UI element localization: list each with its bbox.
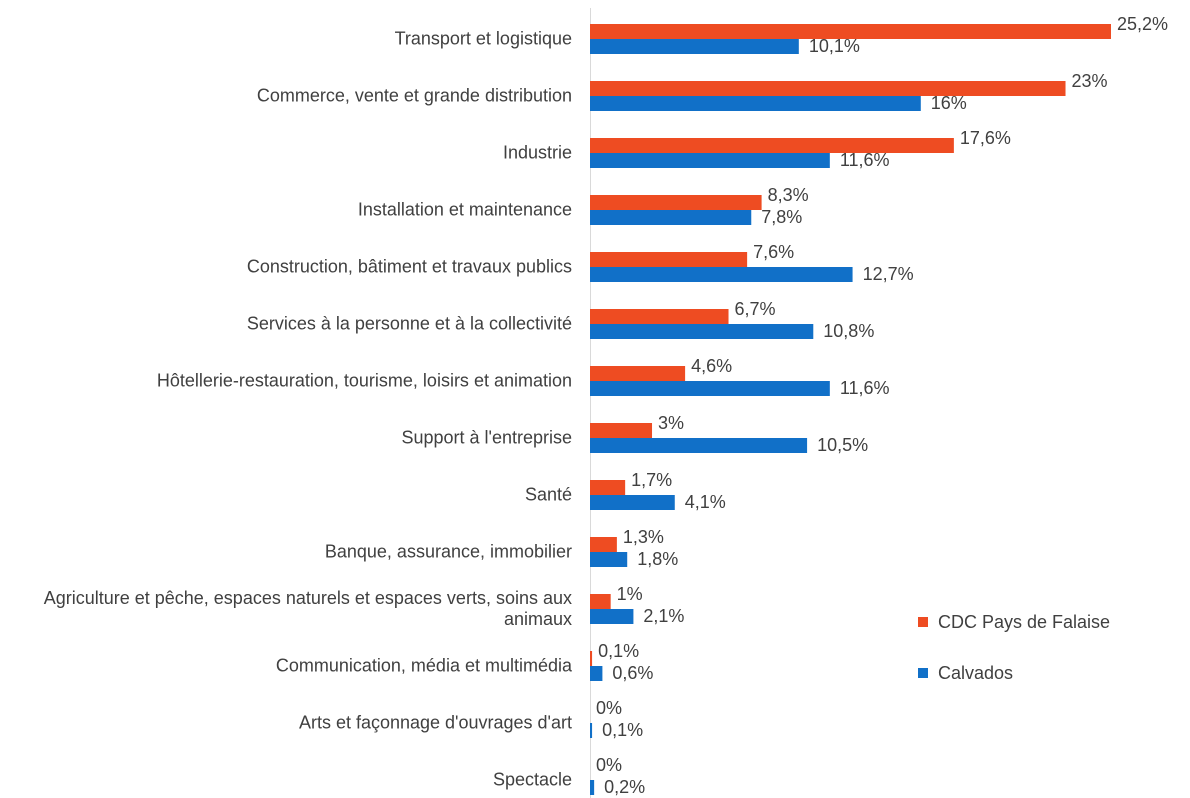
legend-label: Calvados [938, 663, 1013, 683]
value-label: 23% [1072, 71, 1108, 91]
bar [590, 651, 593, 666]
bar [590, 552, 628, 567]
category-label: Agriculture et pêche, espaces naturels e… [43, 588, 572, 629]
bar [590, 423, 653, 438]
legend-swatch [918, 668, 928, 678]
value-label: 0,2% [604, 777, 645, 797]
value-label: 10,1% [809, 36, 860, 56]
category-label: Services à la personne et à la collectiv… [246, 313, 572, 334]
bar [590, 438, 808, 453]
category-label: Banque, assurance, immobilier [324, 541, 572, 562]
value-label: 0,1% [602, 720, 643, 740]
bar [590, 495, 675, 510]
value-label: 0% [596, 755, 622, 775]
bar [590, 780, 595, 795]
value-label: 12,7% [863, 264, 914, 284]
value-label: 1,8% [637, 549, 678, 569]
value-label: 4,6% [691, 356, 732, 376]
bar [590, 366, 686, 381]
bar [590, 96, 921, 111]
category-label: Construction, bâtiment et travaux public… [246, 256, 572, 277]
value-label: 10,5% [817, 435, 868, 455]
value-label: 0% [596, 698, 622, 718]
category-label: Communication, média et multimédia [275, 655, 572, 676]
value-label: 0,1% [598, 641, 639, 661]
value-label: 2,1% [643, 606, 684, 626]
bar [590, 381, 830, 396]
value-label: 10,8% [823, 321, 874, 341]
bar [590, 81, 1066, 96]
value-label: 17,6% [960, 128, 1011, 148]
value-label: 7,6% [753, 242, 794, 262]
value-label: 1% [617, 584, 643, 604]
legend-swatch [918, 617, 928, 627]
bar [590, 153, 830, 168]
value-label: 16% [931, 93, 967, 113]
category-label: Hôtellerie-restauration, tourisme, loisi… [156, 370, 572, 391]
bar [590, 594, 611, 609]
value-label: 0,6% [612, 663, 653, 683]
legend-label: CDC Pays de Falaise [938, 612, 1110, 632]
value-label: 4,1% [685, 492, 726, 512]
value-label: 1,7% [631, 470, 672, 490]
value-label: 11,6% [840, 378, 890, 398]
bar [590, 324, 814, 339]
value-label: 11,6% [840, 150, 890, 170]
category-label: Spectacle [492, 769, 572, 790]
value-label: 7,8% [761, 207, 802, 227]
bar [590, 267, 853, 282]
bar [590, 666, 603, 681]
bar [590, 480, 626, 495]
category-label: Industrie [502, 142, 572, 163]
value-label: 1,3% [623, 527, 664, 547]
bar [590, 609, 634, 624]
category-label: Transport et logistique [394, 28, 572, 49]
category-label: Support à l'entreprise [401, 427, 572, 448]
category-label: Installation et maintenance [357, 199, 572, 220]
value-label: 25,2% [1117, 14, 1168, 34]
bar [590, 138, 954, 153]
bar [590, 309, 729, 324]
bar [590, 39, 799, 54]
category-label: Arts et façonnage d'ouvrages d'art [298, 712, 572, 733]
category-label: Commerce, vente et grande distribution [256, 85, 572, 106]
bar [590, 723, 593, 738]
bar [590, 537, 617, 552]
bar [590, 195, 762, 210]
bar [590, 210, 752, 225]
value-label: 3% [658, 413, 684, 433]
value-label: 8,3% [768, 185, 809, 205]
value-label: 6,7% [735, 299, 776, 319]
bar [590, 252, 748, 267]
bar [590, 24, 1111, 39]
category-label: Santé [524, 484, 572, 505]
